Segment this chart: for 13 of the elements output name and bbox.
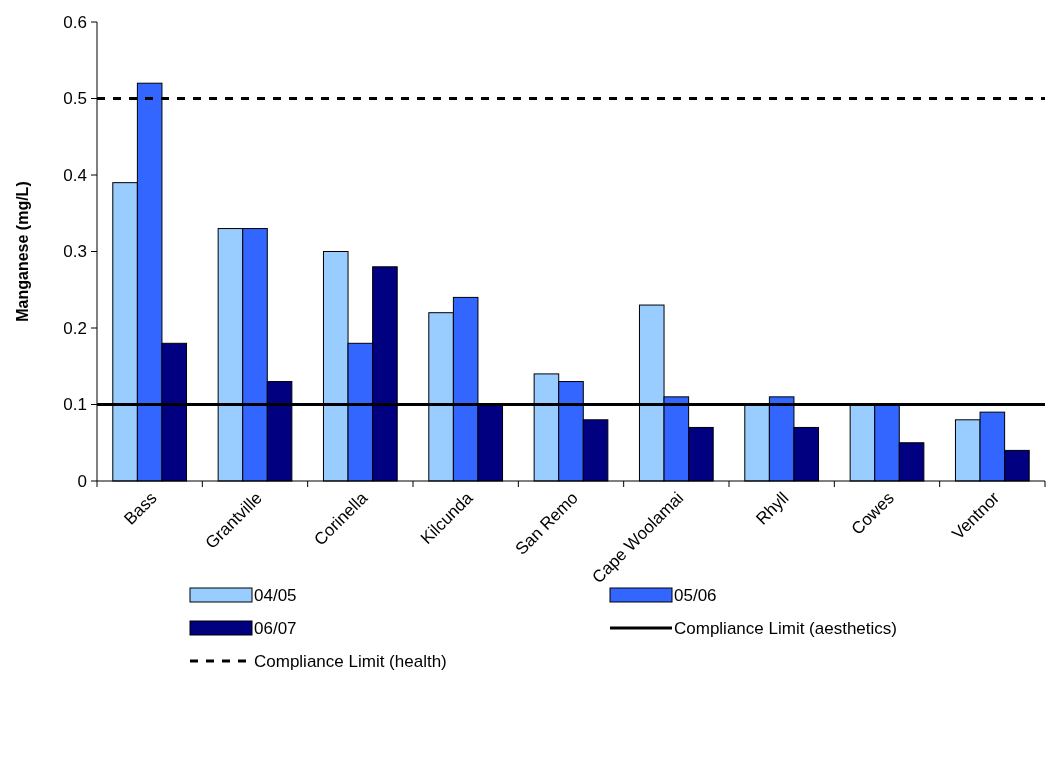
y-tick-label: 0.2 (63, 318, 87, 338)
legend-label: 05/06 (674, 585, 717, 605)
legend-label: 04/05 (254, 585, 297, 605)
y-tick-label: 0 (77, 471, 87, 491)
legend-label: 06/07 (254, 618, 297, 638)
y-axis-title: Manganese (mg/L) (14, 181, 31, 322)
y-tick-label: 0.1 (63, 395, 87, 415)
y-tick-label: 0.4 (63, 165, 87, 185)
legend-label: Compliance Limit (health) (254, 651, 447, 671)
y-tick-label: 0.5 (63, 89, 87, 109)
y-tick-label: 0.6 (63, 12, 87, 32)
legend-label: Compliance Limit (aesthetics) (674, 618, 897, 638)
y-tick-label: 0.3 (63, 242, 87, 262)
